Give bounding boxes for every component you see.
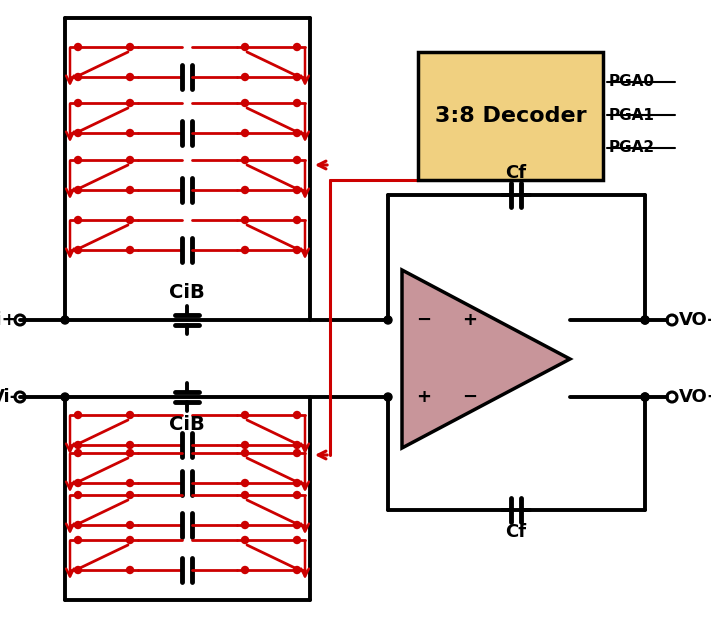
Circle shape — [75, 412, 82, 418]
Circle shape — [75, 480, 82, 486]
Circle shape — [641, 393, 649, 401]
Circle shape — [75, 216, 82, 224]
Circle shape — [242, 522, 249, 528]
Circle shape — [242, 449, 249, 457]
Text: Vi+: Vi+ — [0, 311, 18, 329]
Circle shape — [61, 393, 69, 401]
Circle shape — [127, 99, 134, 106]
Circle shape — [294, 216, 301, 224]
Circle shape — [242, 156, 249, 164]
Circle shape — [75, 187, 82, 193]
Circle shape — [127, 156, 134, 164]
Text: CiB: CiB — [169, 415, 205, 434]
Circle shape — [294, 449, 301, 457]
Circle shape — [127, 491, 134, 499]
Circle shape — [75, 43, 82, 51]
Text: PGA2: PGA2 — [609, 140, 655, 156]
Circle shape — [384, 316, 392, 324]
Circle shape — [75, 247, 82, 253]
Circle shape — [641, 316, 649, 324]
Polygon shape — [402, 270, 570, 448]
Circle shape — [242, 536, 249, 543]
Circle shape — [127, 441, 134, 449]
Circle shape — [294, 441, 301, 449]
Circle shape — [294, 156, 301, 164]
Text: PGA1: PGA1 — [609, 108, 655, 122]
Circle shape — [127, 480, 134, 486]
Text: VO-: VO- — [679, 311, 711, 329]
Text: Vi-: Vi- — [0, 388, 18, 406]
Text: +: + — [416, 388, 431, 406]
Text: +: + — [462, 311, 477, 329]
Text: −: − — [462, 388, 477, 406]
Text: Cf: Cf — [506, 523, 527, 541]
Circle shape — [75, 130, 82, 137]
Text: VO+: VO+ — [679, 388, 711, 406]
Circle shape — [75, 74, 82, 80]
Circle shape — [127, 449, 134, 457]
Circle shape — [294, 187, 301, 193]
Circle shape — [75, 536, 82, 543]
Circle shape — [294, 522, 301, 528]
Circle shape — [242, 441, 249, 449]
Circle shape — [242, 412, 249, 418]
Circle shape — [294, 480, 301, 486]
Circle shape — [641, 393, 649, 401]
Circle shape — [294, 43, 301, 51]
Circle shape — [294, 567, 301, 574]
Circle shape — [127, 247, 134, 253]
Text: Cf: Cf — [506, 164, 527, 182]
Circle shape — [242, 130, 249, 137]
Circle shape — [294, 99, 301, 106]
Circle shape — [75, 156, 82, 164]
Circle shape — [127, 74, 134, 80]
Circle shape — [127, 567, 134, 574]
Text: PGA0: PGA0 — [609, 75, 655, 90]
Circle shape — [294, 74, 301, 80]
FancyBboxPatch shape — [418, 52, 603, 180]
Circle shape — [127, 412, 134, 418]
Circle shape — [75, 567, 82, 574]
Circle shape — [294, 491, 301, 499]
Circle shape — [294, 130, 301, 137]
Circle shape — [294, 536, 301, 543]
Circle shape — [75, 491, 82, 499]
Circle shape — [242, 74, 249, 80]
Circle shape — [127, 522, 134, 528]
Circle shape — [75, 441, 82, 449]
Circle shape — [294, 247, 301, 253]
Circle shape — [242, 567, 249, 574]
Text: CiB: CiB — [169, 282, 205, 302]
Circle shape — [242, 216, 249, 224]
Circle shape — [127, 536, 134, 543]
Circle shape — [242, 187, 249, 193]
Circle shape — [242, 247, 249, 253]
Circle shape — [127, 187, 134, 193]
Text: 3:8 Decoder: 3:8 Decoder — [434, 106, 587, 126]
Circle shape — [294, 412, 301, 418]
Circle shape — [127, 216, 134, 224]
Circle shape — [75, 99, 82, 106]
Circle shape — [61, 316, 69, 324]
Circle shape — [75, 449, 82, 457]
Circle shape — [127, 130, 134, 137]
Text: −: − — [416, 311, 431, 329]
Circle shape — [242, 480, 249, 486]
Circle shape — [127, 43, 134, 51]
Circle shape — [242, 491, 249, 499]
Circle shape — [242, 43, 249, 51]
Circle shape — [75, 522, 82, 528]
Circle shape — [242, 99, 249, 106]
Circle shape — [384, 393, 392, 401]
Circle shape — [641, 316, 649, 324]
